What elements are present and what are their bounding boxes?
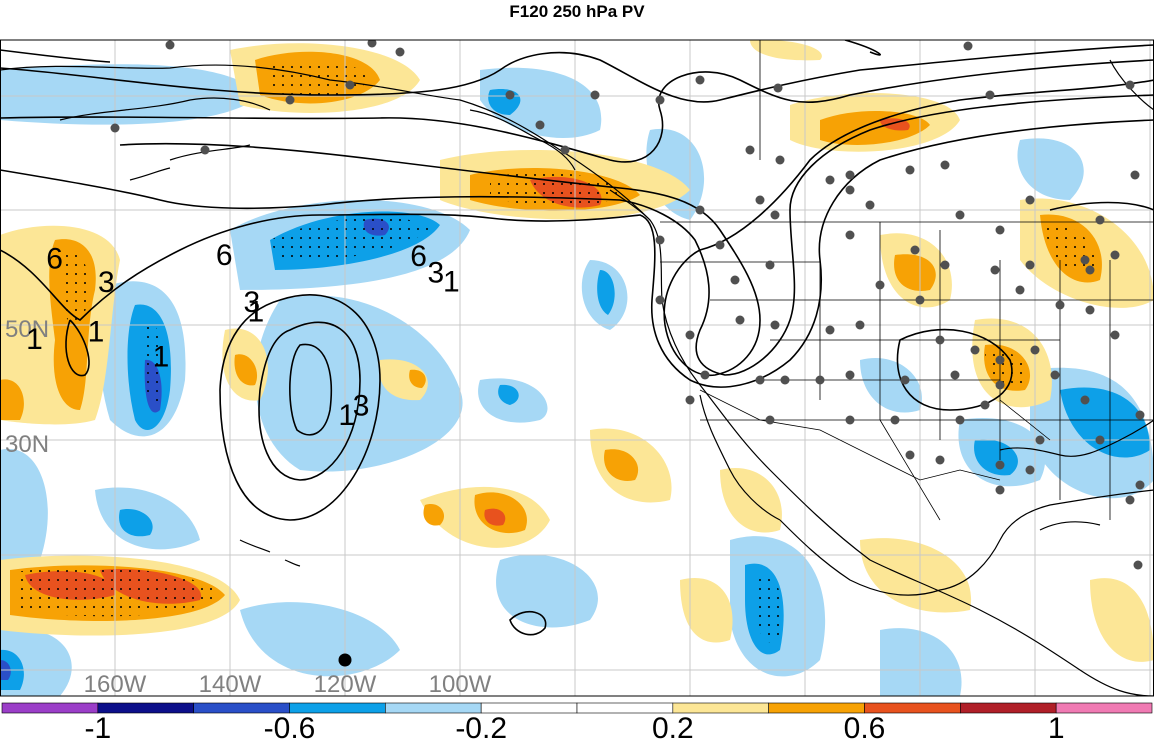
colorbar-swatch <box>1 702 99 714</box>
negative-anomaly-light <box>0 64 1154 696</box>
map-title: F120 250 hPa PV <box>509 2 645 21</box>
longitude-label: 160W <box>84 671 147 698</box>
colorbar-tick-label: 0.6 <box>844 712 886 739</box>
contour-label: 6 <box>410 240 427 273</box>
contour-label: 1 <box>248 296 265 329</box>
colorbar-swatch <box>1055 702 1153 714</box>
latitude-label: 50N <box>5 316 49 343</box>
colorbar-tick-label: 1 <box>1048 712 1065 739</box>
longitude-label: 140W <box>199 671 262 698</box>
contour-label: 1 <box>26 323 43 356</box>
contour-label: 6 <box>216 239 233 272</box>
graticule <box>0 40 1154 696</box>
colorbar-tick-label: -0.6 <box>264 712 316 739</box>
coastlines <box>0 59 1154 696</box>
contour-label: 3 <box>244 286 261 319</box>
latitude-label: 30N <box>5 431 49 458</box>
storm-center-marker <box>338 653 352 667</box>
pv-contours <box>0 40 1154 636</box>
longitude-labels: 160W 140W 120W 100W <box>84 671 492 698</box>
station-markers <box>110 40 1145 570</box>
contour-label: 1 <box>88 316 105 349</box>
colorbar-tick-label: -0.2 <box>455 712 507 739</box>
colorbar <box>1 702 1153 714</box>
contour-label: 1 <box>338 399 355 432</box>
contour-label: 3 <box>428 256 445 289</box>
significance-stipple <box>15 60 1096 643</box>
map-frame <box>0 40 1154 696</box>
contour-label: 6 <box>46 243 63 276</box>
latitude-labels: 50N 30N <box>5 316 49 458</box>
colorbar-tick-label: -1 <box>84 712 111 739</box>
longitude-label: 100W <box>429 671 492 698</box>
contour-label: 3 <box>98 266 115 299</box>
contour-label: 1 <box>153 340 170 373</box>
colorbar-tick-labels: -1 -0.6 -0.2 0.2 0.6 1 <box>84 712 1064 739</box>
colorbar-tick-label: 0.2 <box>652 712 694 739</box>
contour-label: 1 <box>443 266 460 299</box>
contour-label: 3 <box>353 389 370 422</box>
longitude-label: 120W <box>314 671 377 698</box>
colorbar-swatch <box>960 702 1057 714</box>
colorbar-swatch <box>97 702 194 714</box>
